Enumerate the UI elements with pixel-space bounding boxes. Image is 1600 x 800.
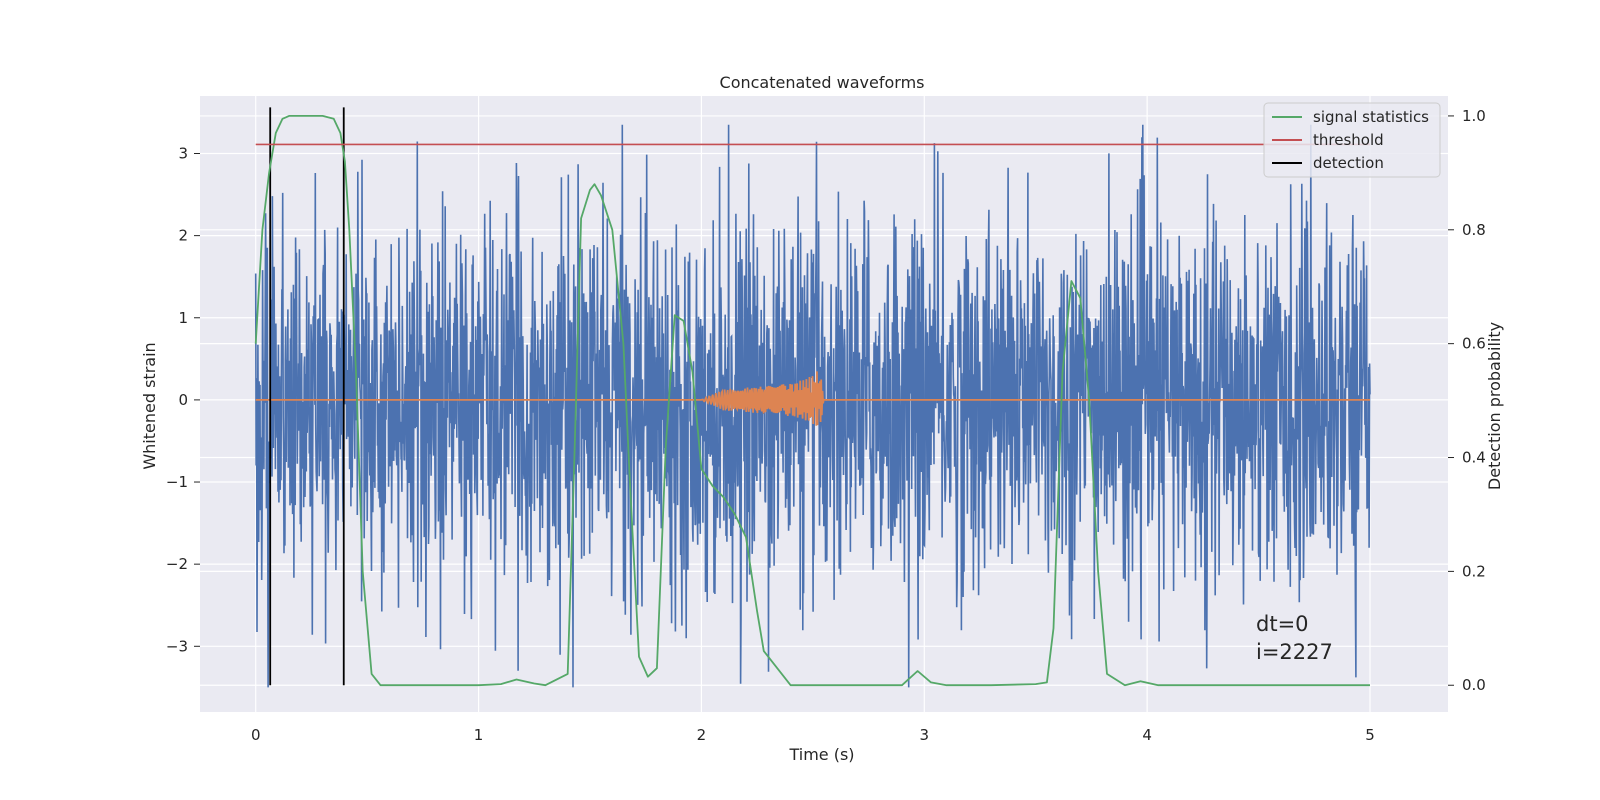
y2-tick-label: 0.4 — [1462, 449, 1486, 467]
y-tick-label: 2 — [178, 227, 188, 245]
x-tick-label: 5 — [1365, 726, 1375, 744]
x-tick-label: 2 — [697, 726, 707, 744]
y2-axis-label: Detection probability — [1485, 322, 1504, 490]
legend-label-detection: detection — [1313, 154, 1384, 172]
signal-statistics-series — [254, 115, 1370, 687]
y-tick-label: −2 — [166, 555, 188, 573]
strain-line — [254, 124, 1371, 688]
annotation-dt: dt=0 — [1256, 612, 1309, 636]
x-ticks: 0 1 2 3 4 5 — [251, 726, 1375, 744]
y-tick-label: −1 — [166, 473, 188, 491]
y-tick-label: 3 — [178, 144, 188, 162]
x-tick-label: 4 — [1142, 726, 1152, 744]
y2-tick-label: 0.6 — [1462, 335, 1486, 353]
legend-label-threshold: threshold — [1313, 131, 1384, 149]
y-ticks: −3 −2 −1 0 1 2 3 — [166, 144, 200, 655]
waveform-series — [255, 371, 1370, 426]
x-tick-label: 3 — [920, 726, 930, 744]
y-tick-label: −3 — [166, 637, 188, 655]
legend-box — [1263, 102, 1441, 178]
y-tick-label: 0 — [178, 391, 188, 409]
y2-tick-label: 1.0 — [1462, 107, 1486, 125]
legend-label-signal-statistics: signal statistics — [1313, 108, 1429, 126]
strain-series — [254, 124, 1371, 688]
x-tick-label: 1 — [474, 726, 484, 744]
legend: signal statistics threshold detection — [1263, 102, 1441, 178]
y2-ticks: 0.0 0.2 0.4 0.6 0.8 1.0 — [1448, 107, 1486, 694]
y2-tick-label: 0.2 — [1462, 562, 1486, 580]
waveform-line — [255, 371, 1370, 426]
signal-statistics-line — [254, 115, 1370, 687]
y-tick-label: 1 — [178, 309, 188, 327]
y2-tick-label: 0.0 — [1462, 676, 1486, 694]
x-tick-label: 0 — [251, 726, 261, 744]
y2-tick-label: 0.8 — [1462, 221, 1486, 239]
y-axis-label: Whitened strain — [140, 342, 159, 469]
chart-title: Concatenated waveforms — [720, 73, 925, 92]
detection-lines — [269, 107, 345, 686]
annotation-i: i=2227 — [1256, 640, 1333, 664]
x-axis-label: Time (s) — [788, 745, 854, 764]
